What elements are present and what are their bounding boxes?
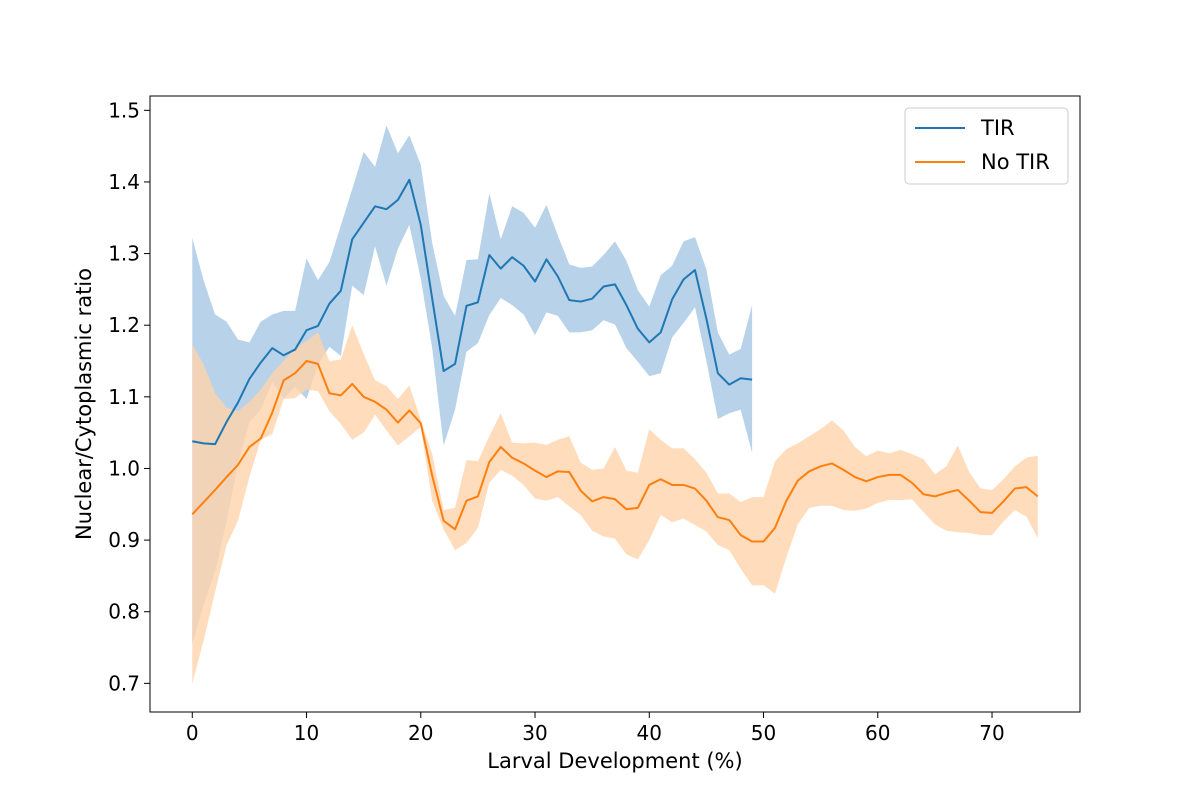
confidence-bands bbox=[192, 125, 1038, 684]
y-tick-label: 1.3 bbox=[108, 242, 140, 266]
series-line-0 bbox=[192, 178, 753, 446]
legend-label-1: No TIR bbox=[981, 150, 1050, 174]
y-tick-label: 1.0 bbox=[108, 456, 140, 480]
legend-label-0: TIR bbox=[980, 116, 1015, 140]
confidence-band-0 bbox=[192, 125, 753, 644]
y-tick-label: 1.1 bbox=[108, 385, 140, 409]
x-tick-label: 10 bbox=[294, 721, 319, 745]
plot-frame bbox=[149, 95, 1081, 713]
x-tick-label: 30 bbox=[522, 721, 547, 745]
x-tick-label: 50 bbox=[751, 721, 776, 745]
y-tick-label: 1.5 bbox=[108, 98, 140, 122]
y-tick-label: 0.8 bbox=[108, 600, 140, 624]
series-lines bbox=[191, 178, 1039, 543]
x-tick-label: 0 bbox=[186, 721, 199, 745]
x-axis-ticks: 0 10 20 30 40 50 60 70 bbox=[186, 712, 1005, 745]
y-tick-label: 0.7 bbox=[108, 671, 140, 695]
confidence-band-1 bbox=[192, 325, 1038, 684]
x-axis-label: Larval Development (%) bbox=[487, 749, 742, 773]
y-tick-label: 0.9 bbox=[108, 528, 140, 552]
legend: TIR No TIR bbox=[904, 107, 1069, 185]
x-tick-label: 60 bbox=[865, 721, 890, 745]
x-tick-label: 20 bbox=[408, 721, 433, 745]
y-axis-ticks: 0.7 0.8 0.9 1.0 1.1 1.2 1.3 1.4 1.5 bbox=[108, 98, 150, 695]
y-tick-label: 1.4 bbox=[108, 170, 140, 194]
x-tick-label: 70 bbox=[979, 721, 1004, 745]
y-tick-label: 1.2 bbox=[108, 313, 140, 337]
x-tick-label: 40 bbox=[637, 721, 662, 745]
series-line-1 bbox=[191, 360, 1039, 543]
y-axis-label: Nuclear/Cytoplasmic ratio bbox=[72, 268, 96, 540]
